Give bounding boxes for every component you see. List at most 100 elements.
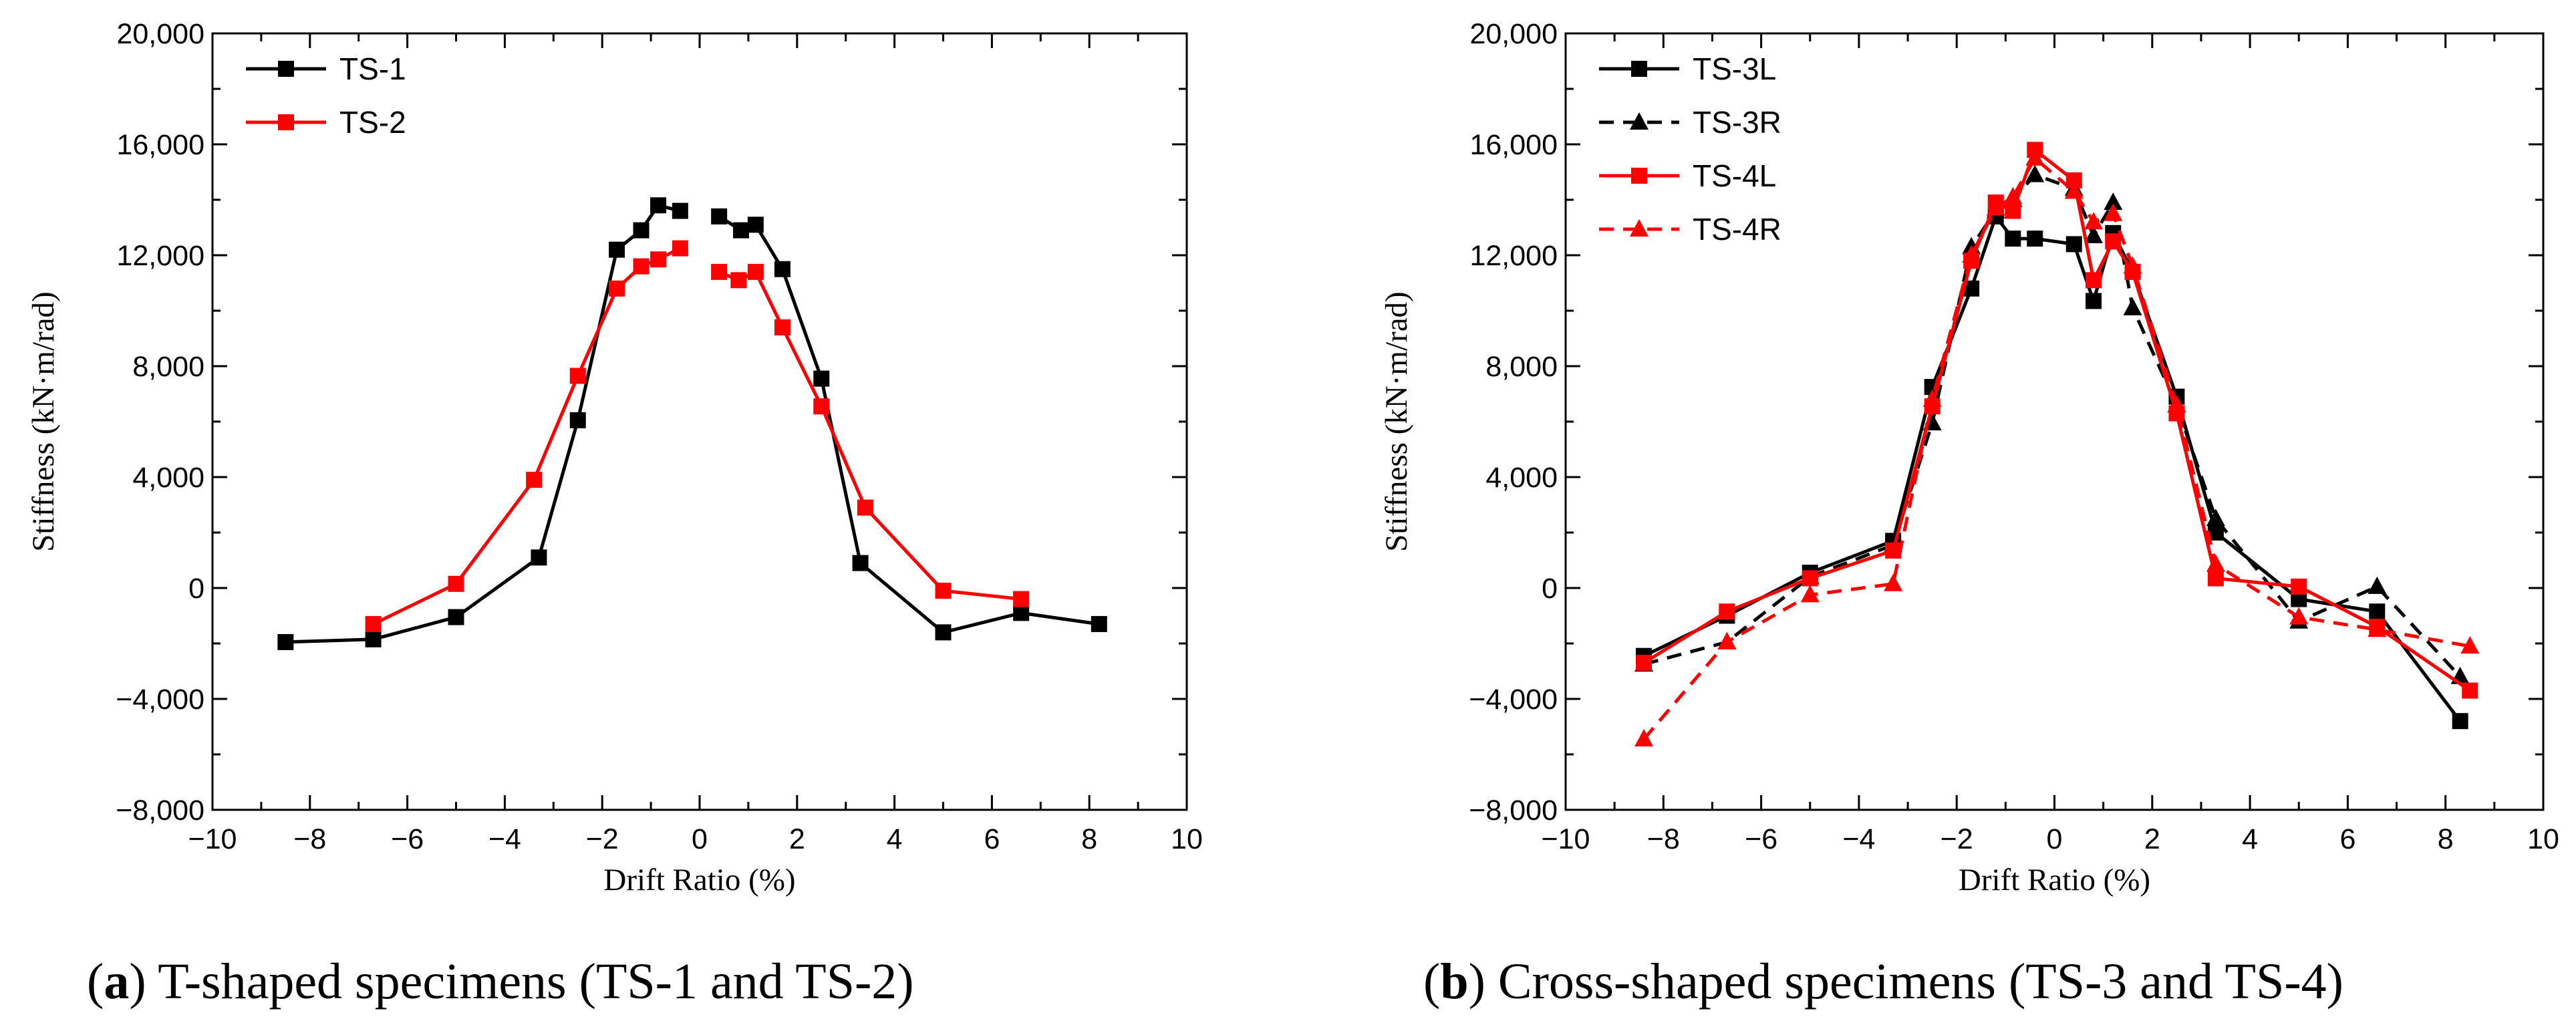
x-tick-label: 0 [692, 823, 708, 855]
x-tick-label: −2 [1941, 823, 1973, 855]
data-point [2025, 148, 2045, 166]
data-point [2025, 164, 2045, 182]
data-point [2084, 225, 2104, 243]
data-point [2105, 233, 2122, 250]
legend-marker [1631, 168, 1647, 184]
legend-marker [1630, 219, 1649, 237]
data-point [1962, 245, 1981, 263]
x-tick-label: 6 [2339, 823, 2355, 855]
legend-label: TS-4L [1693, 158, 1776, 193]
x-tick-label: 2 [789, 823, 805, 855]
data-point [609, 241, 625, 258]
data-point [1884, 573, 1903, 591]
data-point [1634, 729, 1654, 747]
data-point [526, 472, 543, 488]
y-tick-label: 20,000 [1469, 18, 1558, 50]
data-point [650, 197, 667, 214]
data-point [2005, 231, 2021, 247]
data-point [1922, 389, 1942, 407]
y-tick-label: 12,000 [1469, 240, 1558, 272]
data-point [569, 412, 586, 428]
data-point [1802, 570, 1818, 587]
caption-tag-b: b [1440, 953, 1469, 1010]
data-point [2104, 203, 2123, 221]
caption-b: (b) Cross-shaped specimens (TS-3 and TS-… [1423, 953, 2343, 1010]
data-point [2206, 508, 2225, 527]
series-line [718, 270, 1022, 601]
x-tick-label: −8 [293, 823, 326, 855]
data-point [2167, 395, 2186, 413]
data-point [448, 575, 464, 592]
data-point [2123, 256, 2142, 274]
series-line [718, 214, 1100, 634]
y-tick-label: 12,000 [116, 240, 204, 272]
data-point [633, 258, 650, 275]
legend-marker [278, 114, 294, 130]
data-point [2123, 297, 2142, 315]
caption-text-b: Cross-shaped specimens (TS-3 and TS-4) [1485, 953, 2343, 1010]
x-tick-label: 8 [2438, 823, 2454, 855]
data-point [1986, 198, 2005, 216]
y-tick-label: 0 [1542, 573, 1558, 605]
data-point [2005, 202, 2021, 219]
x-tick-label: −10 [188, 823, 237, 855]
chart-panel-b: −10 −8 −6 −4 −2 0 2 4 6 8 10 −8,000 −4,000 0 4,000 8,00… [1379, 18, 2559, 897]
data-point [2104, 192, 2123, 210]
data-point [1717, 631, 1737, 649]
caption-a: (a) T-shaped specimens (TS-1 and TS-2) [87, 953, 914, 1010]
data-point [448, 609, 464, 625]
data-point [935, 624, 952, 641]
data-point [852, 555, 869, 571]
data-point [2460, 636, 2480, 654]
data-point [2462, 682, 2478, 699]
legend-label: TS-4R [1693, 212, 1781, 247]
data-point [1719, 603, 1735, 620]
data-point [747, 263, 764, 280]
series-TS-4R [1634, 148, 2480, 747]
legend-marker [1631, 61, 1647, 77]
data-point [935, 583, 952, 599]
y-tick-label: 4,000 [1485, 462, 1558, 494]
data-point [1800, 585, 1820, 603]
data-point [857, 499, 873, 516]
x-axis-title: Drift Ratio (%) [1959, 863, 2150, 897]
data-point [609, 280, 625, 297]
data-point [1885, 542, 1902, 559]
data-point [2086, 293, 2102, 309]
y-tick-label: 16,000 [1469, 129, 1558, 161]
data-point [2291, 578, 2307, 595]
data-point [730, 272, 747, 289]
data-point [2084, 212, 2104, 230]
x-tick-label: −10 [1542, 823, 1590, 855]
data-point [650, 251, 667, 268]
data-point [365, 631, 382, 647]
data-point [2368, 619, 2387, 637]
data-point [2086, 272, 2102, 289]
data-point [2368, 576, 2387, 594]
data-point [365, 615, 382, 632]
data-point [2003, 186, 2023, 204]
data-point [672, 240, 688, 257]
x-axis-title: Drift Ratio (%) [603, 863, 795, 897]
data-point [774, 319, 791, 335]
legend-label: TS-2 [339, 105, 406, 140]
caption-tag-a: a [104, 953, 130, 1010]
data-point [813, 398, 830, 415]
series-line [1643, 173, 2462, 678]
data-point [2065, 236, 2082, 253]
data-point [711, 208, 728, 225]
y-tick-label: −8,000 [116, 794, 204, 827]
plot-frame [1564, 32, 2545, 811]
legend-label: TS-3L [1693, 51, 1776, 86]
y-tick-label: 16,000 [116, 129, 204, 161]
data-point [672, 202, 688, 219]
chart-panel-a: −10 −8 −6 −4 −2 0 2 4 6 8 10 −8,000 −4,000 0 4,000 8,00… [26, 18, 1203, 897]
y-tick-label: 8,000 [132, 351, 204, 383]
x-tick-label: 6 [984, 823, 1000, 855]
y-tick-label: 8,000 [1485, 351, 1558, 383]
data-point [2064, 181, 2084, 199]
y-tick-label: 20,000 [116, 18, 204, 50]
legend-label: TS-1 [339, 51, 406, 86]
data-point [2027, 231, 2043, 247]
